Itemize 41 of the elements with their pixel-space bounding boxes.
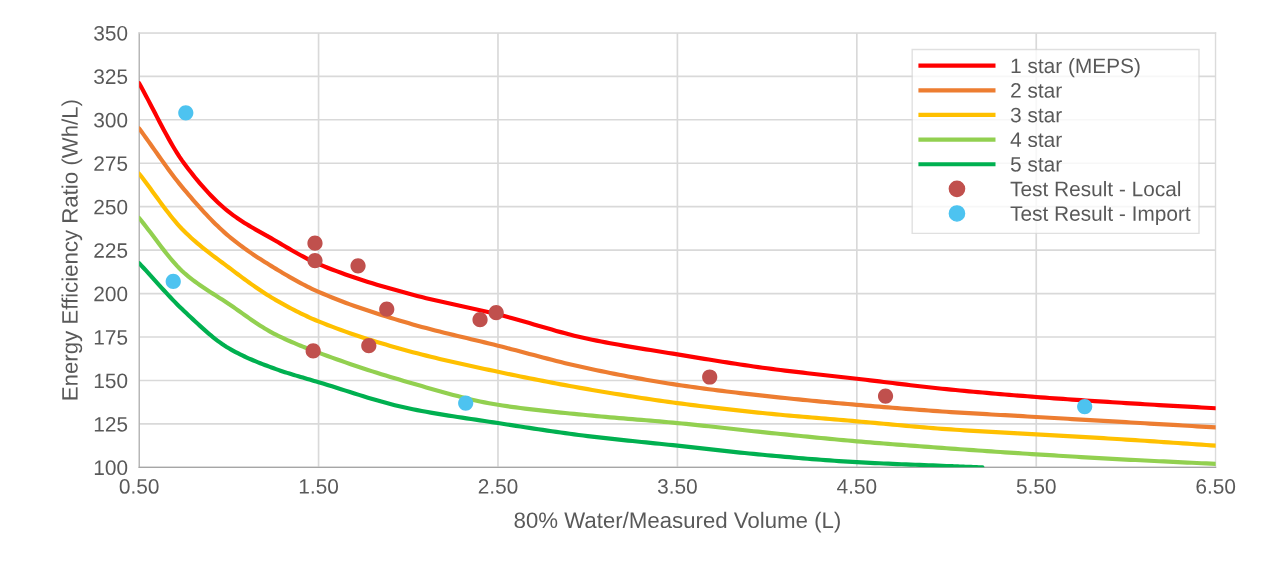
x-tick-label: 0.50 [119,479,159,494]
point [877,388,894,404]
x-tick-label: 4.50 [837,479,877,494]
y-tick-label: 175 [94,330,128,345]
x-tick-label: 3.50 [657,479,697,494]
y-axis-title: Energy Efficiency Ratio (Wh/L) [61,100,83,400]
legend-label: Test Result - Import [1010,205,1191,226]
y-tick-label: 150 [94,373,128,389]
point [361,338,377,354]
point [307,235,323,251]
point [165,273,181,290]
y-tick-label: 250 [94,199,128,215]
point [350,258,366,274]
point [458,395,474,411]
point [702,369,718,385]
legend-label: 5 star [1010,157,1062,172]
y-tick-label: 275 [94,156,128,171]
y-tick-label: 100 [94,460,128,476]
legend-label: 4 star [1010,132,1062,148]
point [488,305,504,321]
y-tick-label: 200 [94,286,128,302]
y-tick-label: 325 [94,69,128,85]
point [1077,398,1093,415]
x-tick-label: 5.50 [1016,479,1056,494]
point [472,312,488,328]
point [379,301,395,317]
legend-label: Test Result - Local [1010,181,1181,197]
legend-label: 3 star [1010,107,1062,123]
x-tick-label: 6.50 [1196,479,1236,494]
point [305,343,321,359]
legend-label: 1 star (MEPS) [1011,57,1140,78]
point [307,252,323,269]
point [178,105,194,121]
x-axis-title: 80% Water/Measured Volume (L) [514,511,840,533]
legend-label: 2 star [1011,83,1062,98]
x-tick-label: 2.50 [478,479,518,494]
y-tick-label: 125 [94,416,128,432]
y-tick-label: 225 [94,243,128,258]
y-tick-label: 300 [94,112,128,128]
y-tick-label: 350 [94,25,128,41]
x-tick-label: 1.50 [299,479,339,494]
